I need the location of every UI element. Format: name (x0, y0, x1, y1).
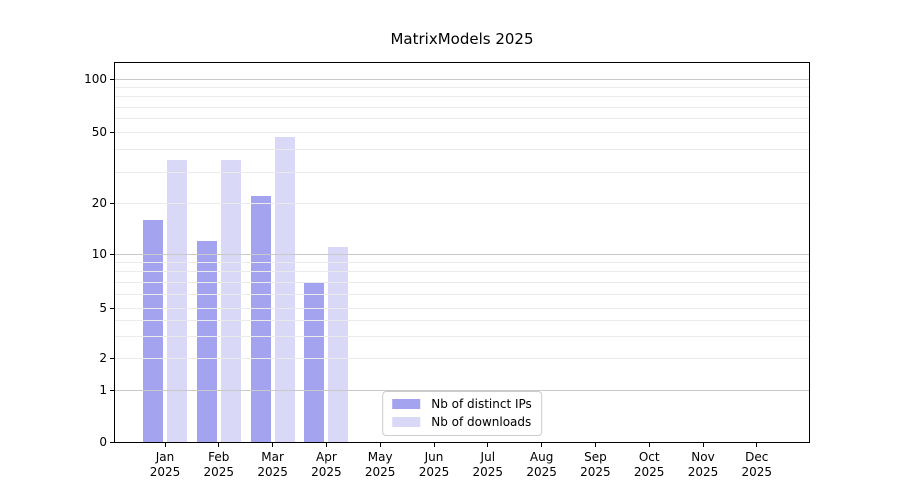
y-tick-mark (110, 308, 114, 310)
minor-gridline-30 (115, 171, 809, 173)
legend: Nb of distinct IPs Nb of downloads (382, 391, 542, 436)
x-tick-label-mar: Mar 2025 (257, 450, 288, 479)
minor-gridline-60 (115, 118, 809, 120)
minor-gridline-90 (115, 87, 809, 89)
minor-gridline-70 (115, 106, 809, 108)
x-tick-mark (594, 443, 596, 447)
minor-gridline-20 (115, 202, 809, 204)
y-tick-label-20: 20 (91, 195, 107, 210)
x-tick-label-apr: Apr 2025 (311, 450, 342, 479)
minor-gridline-5 (115, 308, 809, 310)
y-tick-mark (110, 357, 114, 359)
x-tick-label-may: May 2025 (364, 450, 396, 479)
legend-row-ips: Nb of distinct IPs (392, 397, 532, 411)
bars-layer (115, 63, 809, 442)
y-tick-label-0: 0 (99, 434, 107, 449)
x-tick-mark (702, 443, 704, 447)
y-tick-label-5: 5 (99, 301, 107, 316)
y-tick-label-1: 1 (99, 382, 107, 397)
x-tick-mark (648, 443, 650, 447)
x-tick-label-sep: Sep 2025 (580, 450, 611, 479)
x-tick-mark (272, 443, 274, 447)
x-tick-mark (433, 443, 435, 447)
minor-gridline-7 (115, 281, 809, 283)
x-tick-label-feb: Feb 2025 (203, 450, 235, 479)
legend-label: Nb of downloads (431, 415, 532, 429)
bar-ips-jan (143, 219, 163, 442)
chart-title: MatrixModels 2025 (390, 30, 534, 48)
y-tick-label-10: 10 (91, 246, 107, 261)
legend-swatch-icon (392, 417, 421, 427)
bar-downloads-jan (167, 160, 187, 442)
minor-gridline-2 (115, 357, 809, 359)
y-tick-mark (110, 79, 114, 81)
bar-ips-feb (196, 241, 217, 442)
x-tick-mark (541, 443, 543, 447)
grid-layer (115, 63, 809, 442)
minor-gridline-6 (115, 293, 809, 295)
bar-ips-apr (304, 282, 325, 442)
major-gridline-10 (115, 253, 809, 255)
legend-row-downloads: Nb of downloads (392, 415, 532, 429)
bar-downloads-mar (274, 137, 295, 442)
y-tick-label-100: 100 (84, 72, 107, 87)
x-tick-label-nov: Nov 2025 (687, 450, 719, 479)
y-tick-label-50: 50 (91, 125, 107, 140)
minor-gridline-3 (115, 335, 809, 337)
x-tick-label-jan: Jan 2025 (149, 450, 181, 479)
minor-gridline-40 (115, 149, 809, 151)
x-tick-mark (218, 443, 220, 447)
y-tick-mark (110, 389, 114, 391)
major-gridline-100 (115, 79, 809, 81)
y-tick-mark (110, 441, 114, 443)
bar-downloads-apr (328, 247, 349, 442)
x-tick-label-jul: Jul 2025 (472, 450, 504, 479)
bar-ips-mar (250, 195, 271, 442)
minor-gridline-9 (115, 262, 809, 264)
y-tick-mark (110, 253, 114, 255)
x-tick-mark (164, 443, 166, 447)
x-tick-label-oct: Oct 2025 (633, 450, 665, 479)
minor-gridline-8 (115, 271, 809, 273)
legend-label: Nb of distinct IPs (431, 397, 532, 411)
x-tick-label-jun: Jun 2025 (418, 450, 450, 479)
major-gridline-1 (115, 389, 809, 391)
y-tick-mark (110, 132, 114, 134)
y-tick-mark (110, 202, 114, 204)
legend-swatch-icon (392, 399, 421, 409)
y-tick-label-2: 2 (99, 350, 107, 365)
x-tick-label-aug: Aug 2025 (526, 450, 557, 479)
minor-gridline-4 (115, 320, 809, 322)
x-tick-mark (487, 443, 489, 447)
minor-gridline-80 (115, 96, 809, 98)
minor-gridline-50 (115, 132, 809, 134)
plot-area: Nb of distinct IPs Nb of downloads (114, 62, 810, 443)
x-tick-label-dec: Dec 2025 (741, 450, 773, 479)
x-tick-mark (379, 443, 381, 447)
bar-downloads-feb (220, 160, 241, 442)
x-tick-mark (756, 443, 758, 447)
x-tick-mark (325, 443, 327, 447)
